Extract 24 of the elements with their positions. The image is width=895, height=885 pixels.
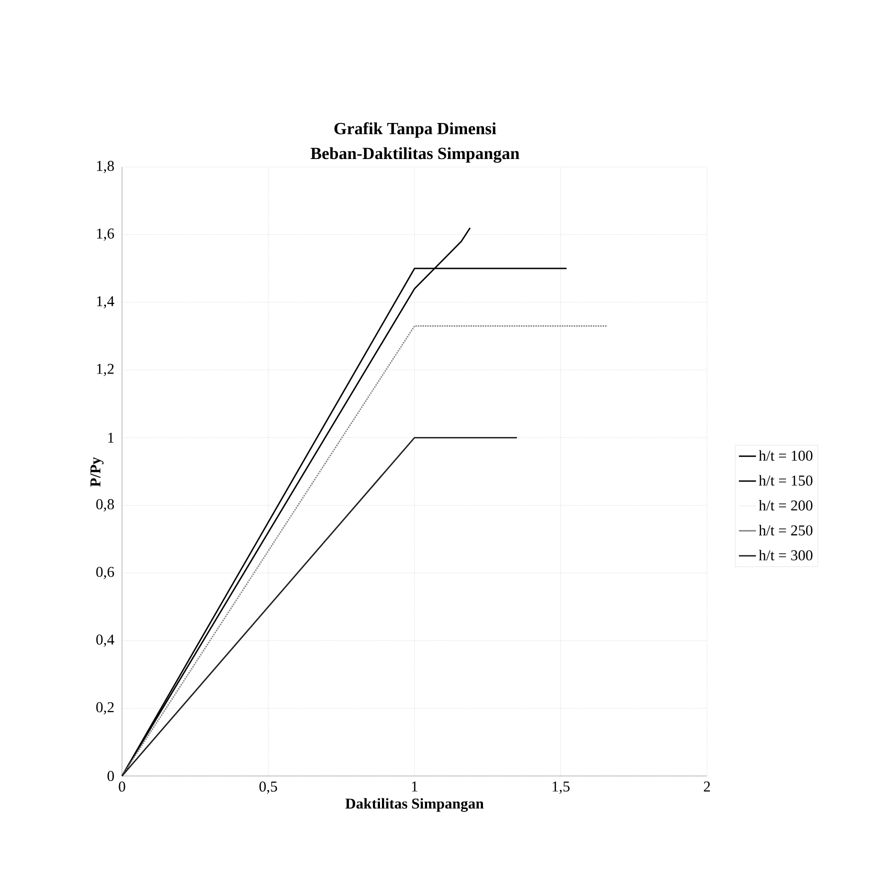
y-tick-label: 1,4 [97, 296, 114, 308]
legend-label: h/t = 200 [758, 500, 812, 511]
x-tick-label: 0 [118, 782, 126, 792]
y-tick-label: 0,2 [96, 702, 114, 714]
legend-label: h/t = 100 [758, 450, 812, 461]
x-tick-label: 1 [412, 782, 418, 792]
x-tick-label: 1,5 [552, 782, 570, 794]
y-axis-title: P/Py [90, 457, 104, 487]
x-tick-label: 0,5 [259, 782, 278, 794]
legend-label: h/t = 150 [758, 475, 812, 486]
y-tick-label: 0,4 [96, 634, 114, 647]
y-tick-label: 1,6 [97, 228, 114, 241]
y-tick-label: 0,8 [96, 499, 114, 512]
y-tick-label: 1 [108, 432, 114, 443]
y-tick-label: 0 [108, 770, 114, 782]
y-tick-label: 1,2 [97, 364, 114, 376]
y-tick-label: 1,8 [97, 160, 114, 174]
chart-title: Grafik Tanpa Dimensi [334, 122, 496, 138]
chart-subtitle: Beban-Daktilitas Simpangan [310, 147, 520, 163]
legend-label: h/t = 300 [758, 550, 812, 560]
x-tick-label: 2 [704, 782, 710, 792]
y-tick-label: 0,6 [96, 566, 114, 580]
x-axis-title: Daktilitas Simpangan [345, 798, 484, 812]
legend-label: h/t = 250 [758, 524, 812, 536]
